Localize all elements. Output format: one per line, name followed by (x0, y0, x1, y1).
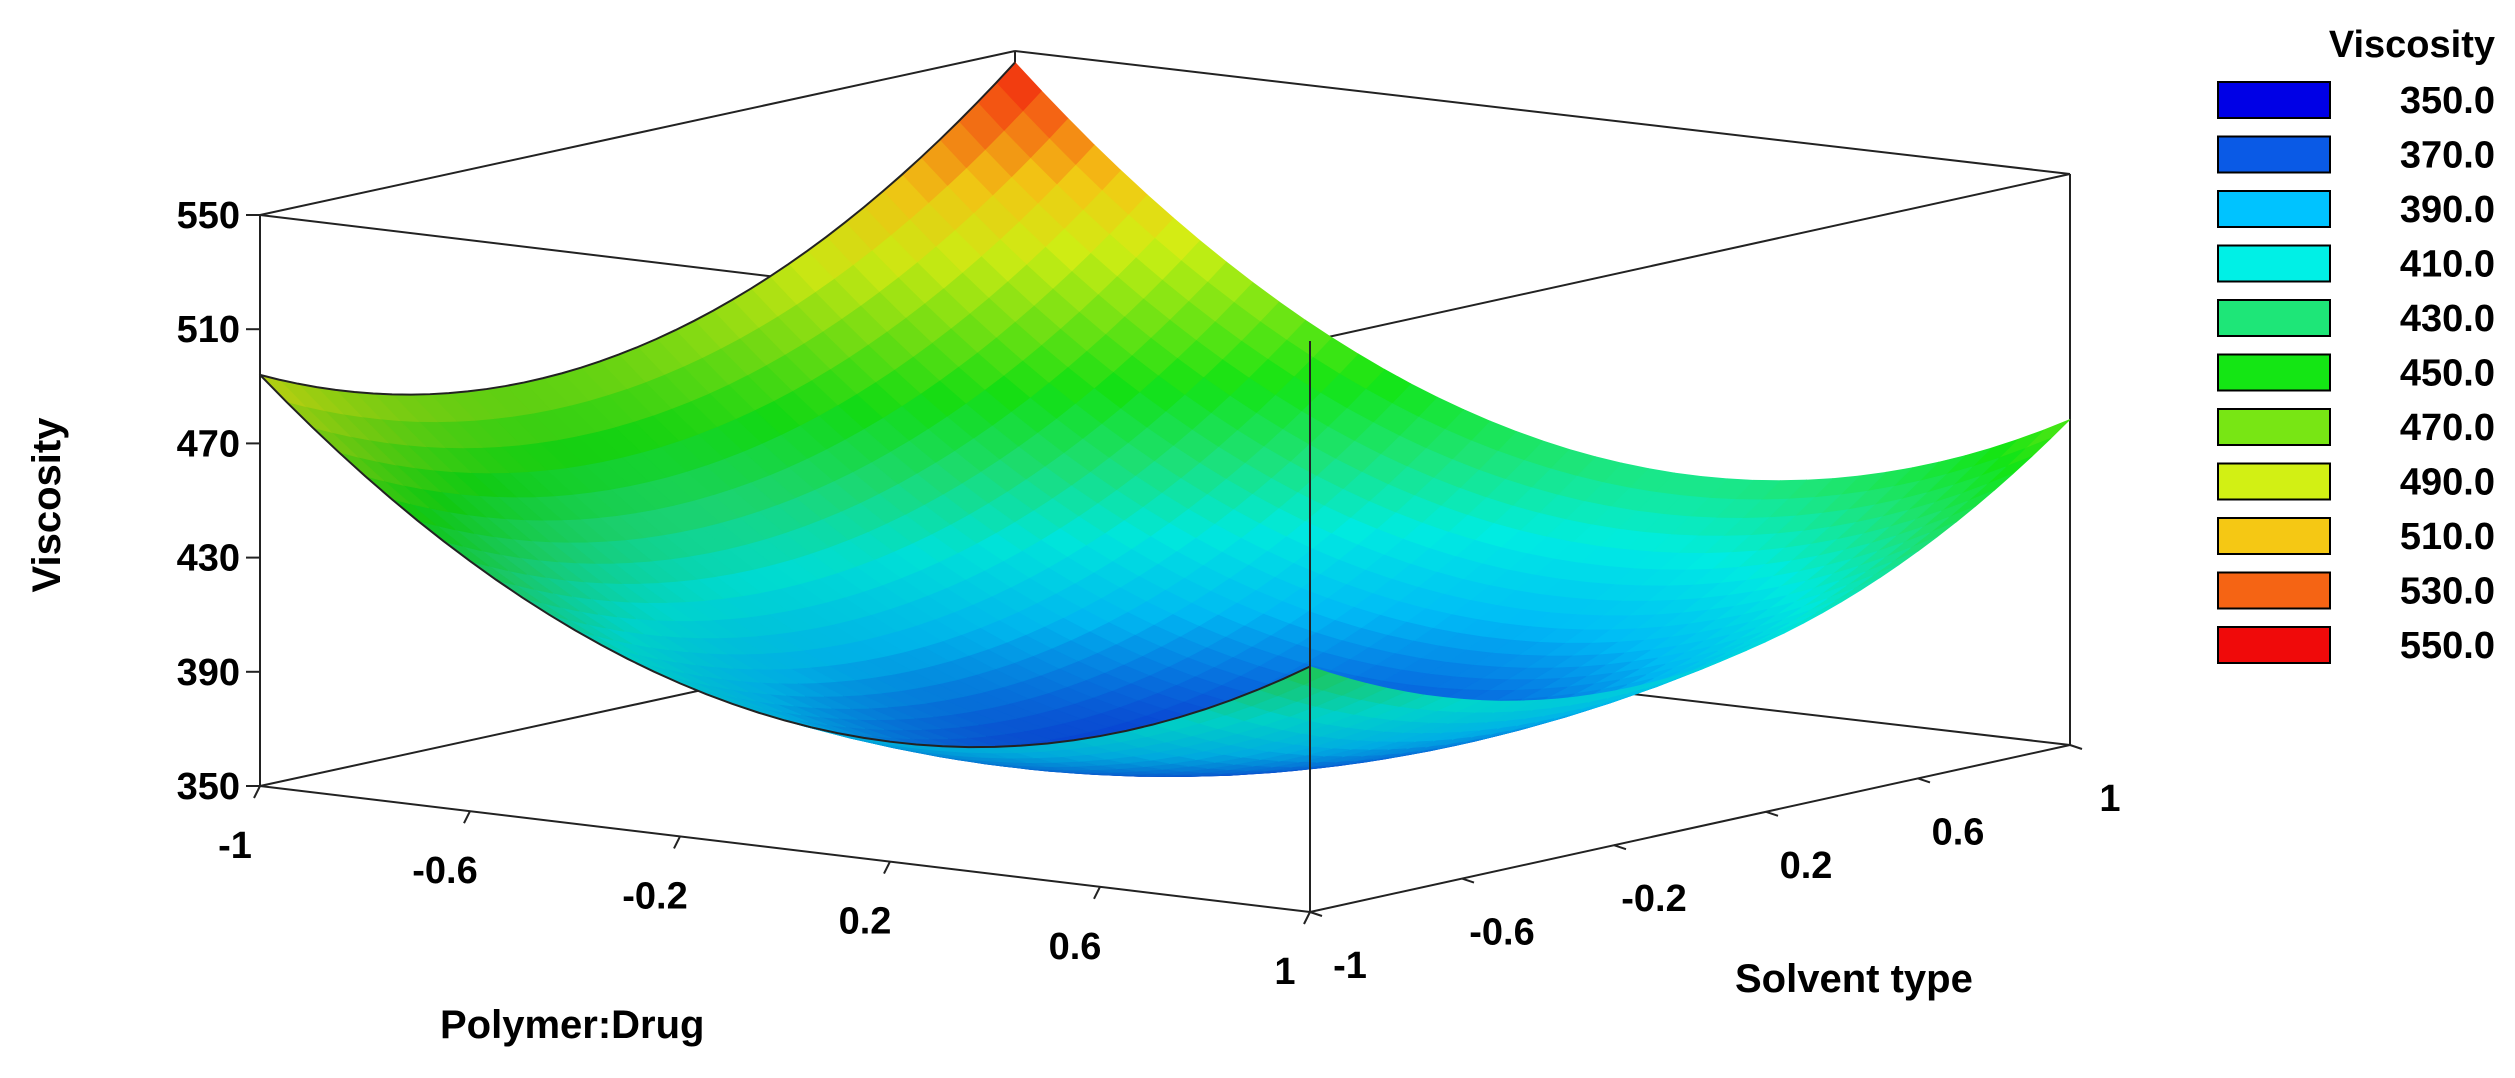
x-tick-label: 1 (1274, 951, 1295, 993)
x-tick-mark (253, 785, 261, 799)
y-tick-label: -1 (1333, 945, 1367, 987)
legend-label: 390.0 (2400, 189, 2495, 231)
box-edge (1309, 744, 2071, 913)
x-tick-label: 0.2 (839, 901, 892, 943)
z-tick-label: 510 (177, 309, 240, 351)
y-tick-mark (1613, 844, 1627, 851)
x-axis-title: Polymer:Drug (440, 1003, 705, 1047)
legend-label: 450.0 (2400, 353, 2495, 395)
z-axis-title: Viscosity (25, 417, 69, 593)
box-front-edges (259, 215, 2071, 913)
legend-label: 470.0 (2400, 407, 2495, 449)
legend-swatch (2217, 571, 2331, 610)
z-tick-label: 350 (177, 766, 240, 808)
box-edge (1309, 173, 2071, 342)
z-tick-label: 470 (177, 423, 240, 465)
legend: 350.0 370.0 390.0 410.0 430.0 450.0 470.0 490.0… (2217, 80, 2495, 667)
legend-swatch (2217, 517, 2331, 555)
legend-title: Viscosity (2329, 24, 2495, 66)
x-tick-mark (463, 810, 471, 824)
y-tick-label: -0.2 (1621, 878, 1686, 920)
x-tick-label: -1 (218, 825, 252, 867)
legend-label: 510.0 (2400, 516, 2495, 558)
surface-front-edge (259, 374, 1311, 749)
y-axis-title: Solvent type (1735, 957, 1973, 1001)
legend-swatch (2217, 190, 2331, 228)
x-tick-mark (1303, 911, 1311, 925)
z-axis: 350 390 430 470 510 550 (177, 195, 260, 808)
legend-label: 430.0 (2400, 298, 2495, 340)
x-tick-label: -0.6 (412, 850, 477, 892)
box-edge (1014, 50, 2071, 175)
y-tick-mark (1309, 911, 1323, 917)
y-tick-mark (1765, 810, 1779, 817)
z-tick-label: 430 (177, 538, 240, 580)
y-tick-mark (1917, 777, 1931, 784)
z-tick-label: 390 (177, 652, 240, 694)
y-tick-label: 1 (2099, 778, 2120, 820)
box-edge (259, 50, 1016, 216)
box-edge (259, 785, 1311, 913)
legend-swatch (2217, 626, 2331, 664)
legend-swatch (2217, 244, 2331, 283)
legend-swatch (2217, 353, 2331, 392)
legend-label: 350.0 (2400, 80, 2495, 122)
y-tick-label: -0.6 (1469, 912, 1534, 954)
y-tick-label: 0.6 (1932, 811, 1985, 853)
legend-swatch (2217, 135, 2331, 174)
x-tick-label: -0.2 (622, 875, 687, 917)
x-tick-mark (1093, 886, 1101, 900)
surface-left-edge (259, 61, 1016, 396)
x-tick-mark (673, 835, 681, 849)
y-tick-mark (1461, 877, 1475, 884)
legend-swatch (2217, 299, 2331, 337)
response-surface (258, 61, 2071, 778)
legend-label: 370.0 (2400, 135, 2495, 177)
x-tick-label: 0.6 (1049, 926, 1102, 968)
y-tick-label: 0.2 (1780, 845, 1833, 887)
legend-label: 410.0 (2400, 244, 2495, 286)
y-axis: -1 -0.6 -0.2 0.2 0.6 1 (1309, 744, 2121, 987)
legend-swatch (2217, 81, 2331, 119)
legend-swatch (2217, 462, 2331, 501)
legend-swatch (2217, 408, 2331, 446)
y-tick-mark (2069, 744, 2083, 750)
legend-label: 550.0 (2400, 625, 2495, 667)
x-axis: -1 -0.6 -0.2 0.2 0.6 1 (218, 785, 1311, 993)
z-tick-label: 550 (177, 195, 240, 237)
legend-label: 490.0 (2400, 462, 2495, 504)
x-tick-mark (883, 861, 891, 875)
legend-label: 530.0 (2400, 571, 2495, 613)
